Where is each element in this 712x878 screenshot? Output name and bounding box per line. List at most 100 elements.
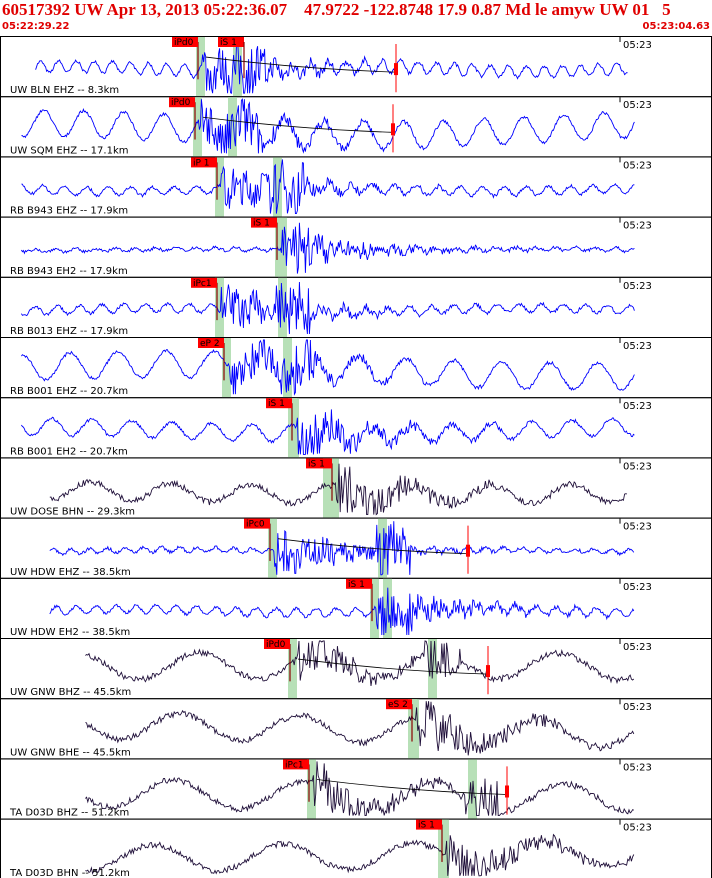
p-window (268, 518, 277, 578)
waveform-trace (85, 640, 635, 686)
phase-pick-flag[interactable] (244, 518, 270, 529)
phase-pick-label: iS 1 (348, 580, 365, 590)
minute-time-label: 05:23 (623, 401, 652, 412)
station-channel-label: RB B943 EH2 -- 17.9km (10, 266, 128, 277)
seismogram-panels[interactable]: iPd0 iS 1 05:23 UW BLN EHZ -- 8.3km iPd0 05:2… (0, 36, 712, 878)
trace-panel[interactable]: iS 1 05:23 TA D03D BHN -- 51.2km (0, 818, 712, 878)
waveform-trace (21, 281, 635, 335)
waveform-trace (49, 587, 635, 636)
coda-fit-curve (205, 56, 397, 73)
s-window (233, 37, 242, 97)
phase-pick-flag[interactable] (198, 338, 224, 348)
waveform-trace (49, 521, 635, 576)
s-window (378, 518, 387, 578)
phase-pick-flag[interactable] (172, 37, 198, 47)
coda-end-flag[interactable] (391, 123, 395, 136)
station-channel-label: RB B013 EHZ -- 17.9km (10, 326, 128, 337)
phase-pick-label: iPc0 (246, 520, 265, 530)
minute-time-label: 05:23 (623, 823, 652, 834)
waveform-trace (21, 339, 635, 396)
phase-pick-flag[interactable] (251, 217, 277, 228)
phase-pick-flag[interactable] (346, 578, 372, 589)
phase-pick-flag[interactable] (264, 639, 290, 649)
coda-fit-curve (297, 658, 489, 675)
minute-time-label: 05:23 (623, 40, 652, 51)
trace-panel[interactable]: iS 1 05:23 UW DOSE BHN -- 29.3km (0, 457, 712, 519)
station-channel-label: RB B001 EHZ -- 20.7km (10, 386, 128, 397)
coda-fit-curve (277, 538, 469, 555)
phase-pick-flag[interactable] (266, 398, 292, 409)
phase-pick-label: iPc1 (193, 279, 212, 289)
phase-pick-flag[interactable] (218, 37, 244, 47)
p-window (215, 157, 224, 217)
trace-panel[interactable]: iS 1 05:23 RB B943 EH2 -- 17.9km (0, 216, 712, 278)
trace-panel[interactable]: iS 1 05:23 UW HDW EH2 -- 38.5km (0, 577, 712, 639)
event-title: 60517392 UW Apr 13, 2013 05:22:36.07 47.… (2, 0, 671, 19)
event-header: 60517392 UW Apr 13, 2013 05:22:36.07 47.… (0, 0, 712, 36)
station-channel-label: UW BLN EHZ -- 8.3km (10, 85, 119, 96)
coda-end-flag[interactable] (486, 665, 490, 678)
p-window (193, 97, 202, 157)
coda-end-flag[interactable] (466, 544, 470, 557)
phase-pick-flag[interactable] (416, 819, 442, 830)
phase-pick-label: iPd0 (174, 38, 194, 48)
station-channel-label: TA D03D BHN -- 51.2km (9, 868, 130, 878)
p-window (215, 277, 224, 337)
minute-time-label: 05:23 (623, 341, 652, 352)
phase-pick-flag[interactable] (191, 277, 217, 288)
p-window (330, 458, 339, 518)
p-window (222, 338, 231, 398)
station-channel-label: RB B943 EHZ -- 17.9km (10, 206, 128, 217)
trace-panel[interactable]: iS 1 05:23 RB B001 EH2 -- 20.7km (0, 397, 712, 459)
trace-panel[interactable]: iPd0 05:23 UW GNW BHZ -- 45.5km (0, 638, 712, 700)
s-window (228, 97, 237, 157)
coda-end-flag[interactable] (505, 785, 509, 798)
phase-pick-label: iS 1 (308, 459, 325, 469)
coda-fit-curve (202, 116, 394, 133)
minute-time-label: 05:23 (623, 461, 652, 472)
waveform-trace (85, 833, 635, 877)
phase-pick-label: iS 1 (418, 821, 435, 831)
minute-time-label: 05:23 (623, 582, 652, 593)
phase-pick-label: eP 2 (200, 339, 220, 349)
p-window (307, 759, 316, 819)
trace-panel[interactable]: iPc0 05:23 UW HDW EHZ -- 38.5km (0, 517, 712, 579)
minute-time-label: 05:23 (623, 762, 652, 773)
waveform-trace (21, 222, 635, 274)
minute-time-label: 05:23 (623, 522, 652, 533)
station-channel-label: UW GNW BHE -- 45.5km (10, 747, 131, 758)
coda-fit-curve (316, 779, 508, 795)
phase-pick-flag[interactable] (306, 458, 332, 469)
phase-pick-flag[interactable] (386, 699, 412, 710)
p-window (288, 639, 297, 699)
phase-pick-label: iPd0 (266, 640, 286, 650)
station-channel-label: UW GNW BHZ -- 45.5km (10, 687, 131, 698)
window-end-time: 05:23:04.63 (642, 21, 710, 32)
phase-pick-flag[interactable] (169, 97, 195, 108)
waveform-trace (21, 98, 635, 154)
waveform-trace (85, 761, 634, 817)
trace-panel[interactable]: iPc1 05:23 TA D03D BHZ -- 51.2km (0, 758, 712, 820)
waveform-trace (21, 409, 635, 455)
station-channel-label: UW HDW EH2 -- 38.5km (10, 627, 130, 638)
trace-panel[interactable]: eS 2 05:23 UW GNW BHE -- 45.5km (0, 698, 712, 760)
trace-panel[interactable]: iP 1 05:23 RB B943 EHZ -- 17.9km (0, 156, 712, 218)
phase-pick-flag[interactable] (283, 759, 309, 770)
phase-pick-label: iS 1 (220, 38, 237, 48)
phase-pick-flag[interactable] (191, 157, 217, 168)
minute-time-label: 05:23 (623, 160, 652, 171)
minute-time-label: 05:23 (623, 702, 652, 713)
trace-panel[interactable]: iPc1 05:23 RB B013 EHZ -- 17.9km (0, 276, 712, 339)
trace-panel[interactable]: eP 2 05:23 RB B001 EHZ -- 20.7km (0, 337, 712, 399)
minute-time-label: 05:23 (623, 281, 652, 292)
waveform-trace (21, 159, 635, 215)
coda-end-flag[interactable] (394, 63, 398, 76)
phase-pick-label: iS 1 (268, 399, 285, 409)
station-channel-label: TA D03D BHZ -- 51.2km (9, 808, 129, 819)
trace-panel[interactable]: iPd0 05:23 UW SQM EHZ -- 17.1km (0, 96, 712, 158)
phase-pick-label: eS 2 (388, 700, 408, 710)
trace-panel[interactable]: iPd0 iS 1 05:23 UW BLN EHZ -- 8.3km (0, 36, 712, 98)
waveform-trace (85, 701, 635, 756)
station-channel-label: RB B001 EH2 -- 20.7km (10, 446, 128, 457)
minute-time-label: 05:23 (623, 221, 652, 232)
